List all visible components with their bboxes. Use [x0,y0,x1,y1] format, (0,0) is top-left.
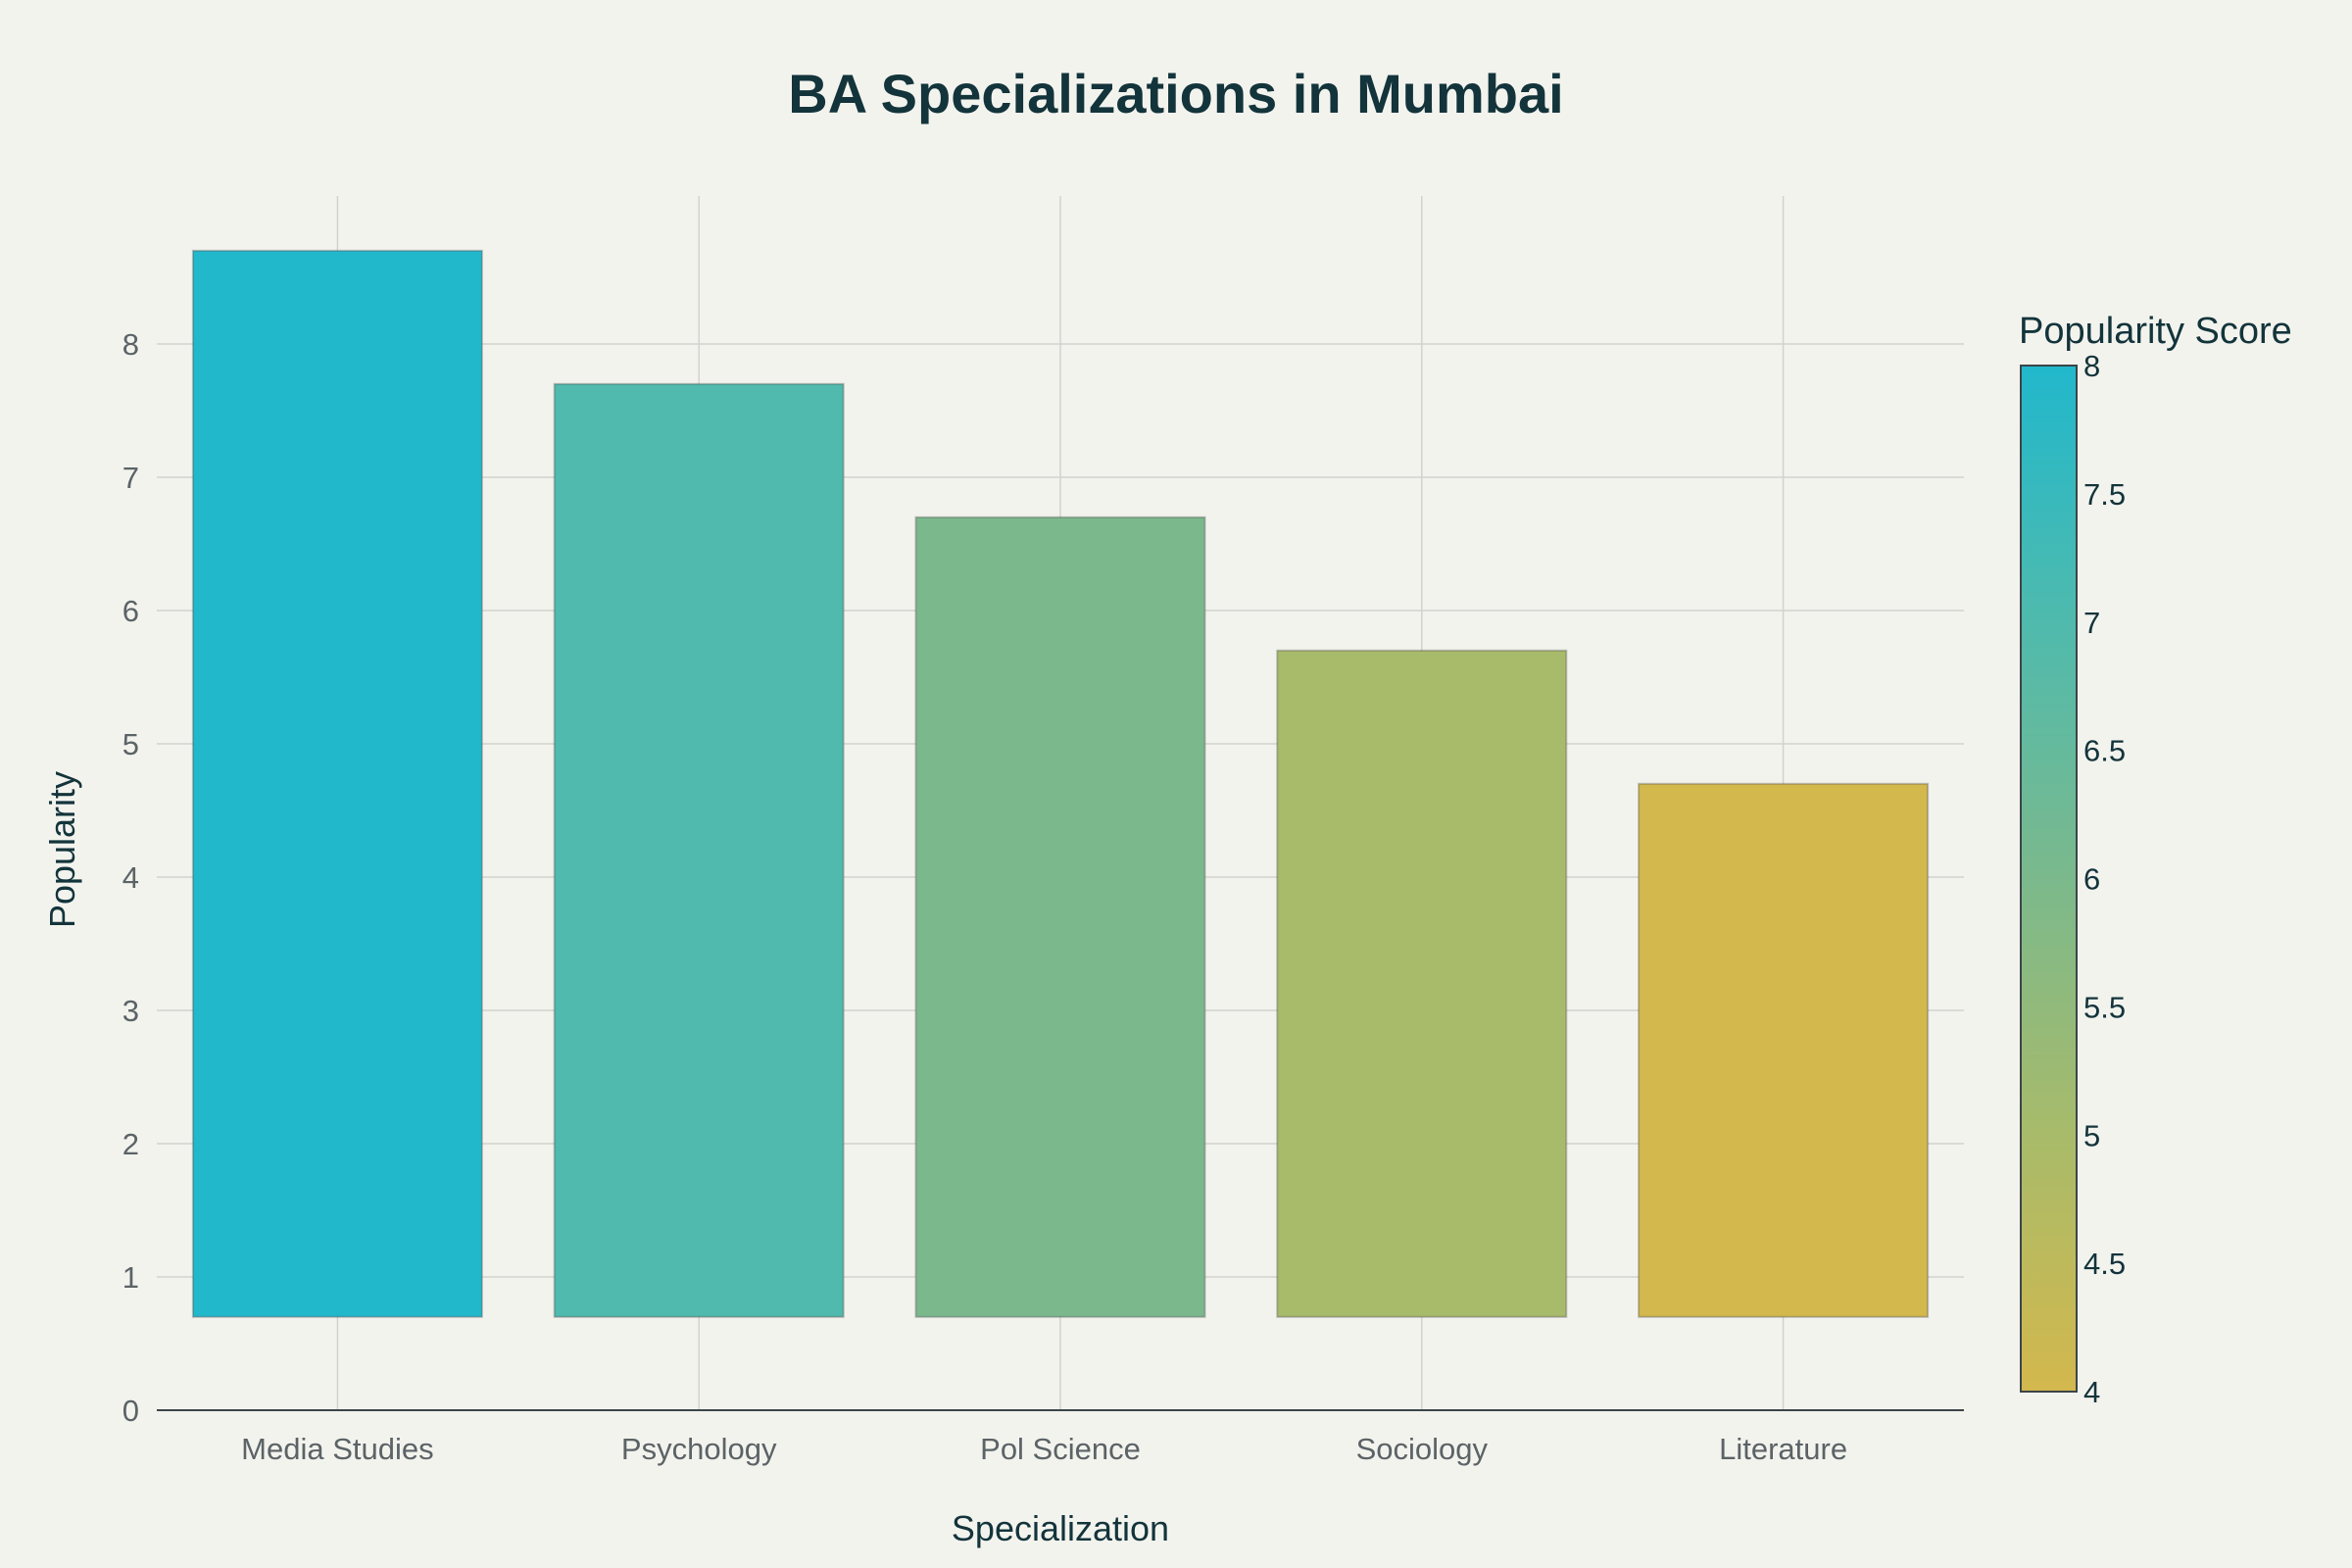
bar-sociology [1276,649,1568,1318]
bar-media-studies [191,249,483,1318]
chart-title: BA Specializations in Mumbai [788,63,1563,124]
colorbar: Popularity Score 4 4.5 5 5.5 6 6.5 7 7.5 8 [2019,311,2292,1409]
colorbar-tick-label: 5.5 [2083,990,2126,1024]
y-tick-label: 8 [122,327,139,362]
colorbar-title: Popularity Score [2019,311,2292,352]
x-tick-label: Literature [1719,1432,1847,1466]
y-tick-label: 0 [122,1394,139,1428]
x-tick-label: Media Studies [241,1432,433,1466]
y-tick-label: 4 [122,860,139,895]
colorbar-tick-label: 8 [2083,349,2100,383]
colorbar-ticks: 4 4.5 5 5.5 6 6.5 7 7.5 8 [2083,349,2126,1409]
colorbar-tick-label: 6 [2083,862,2100,897]
x-tick-label: Pol Science [980,1432,1141,1466]
x-axis-title: Specialization [952,1508,1169,1548]
colorbar-tick-label: 5 [2083,1118,2100,1152]
colorbar-tick-label: 7.5 [2083,477,2126,512]
bar-psychology [553,382,845,1318]
colorbar-scale [2020,365,2078,1393]
y-axis-title: Popularity [42,771,82,928]
y-tick-label: 6 [122,594,139,628]
x-tick-label: Psychology [621,1432,777,1466]
bar-pol-science [914,515,1206,1318]
bar-literature [1638,782,1930,1318]
colorbar-tick-label: 7 [2083,606,2100,640]
colorbar-tick-label: 4 [2083,1375,2100,1409]
x-axis-ticks: Media Studies Psychology Pol Science Sociol… [241,1432,1847,1466]
y-tick-label: 2 [122,1127,139,1161]
colorbar-tick-label: 4.5 [2083,1247,2126,1281]
y-tick-label: 1 [122,1260,139,1295]
y-axis-ticks: 0 1 2 3 4 5 6 7 8 [122,327,139,1428]
bars [191,249,1930,1318]
y-tick-label: 3 [122,994,139,1028]
x-tick-label: Sociology [1356,1432,1489,1466]
y-tick-label: 5 [122,727,139,761]
y-tick-label: 7 [122,461,139,495]
colorbar-tick-label: 6.5 [2083,734,2126,768]
